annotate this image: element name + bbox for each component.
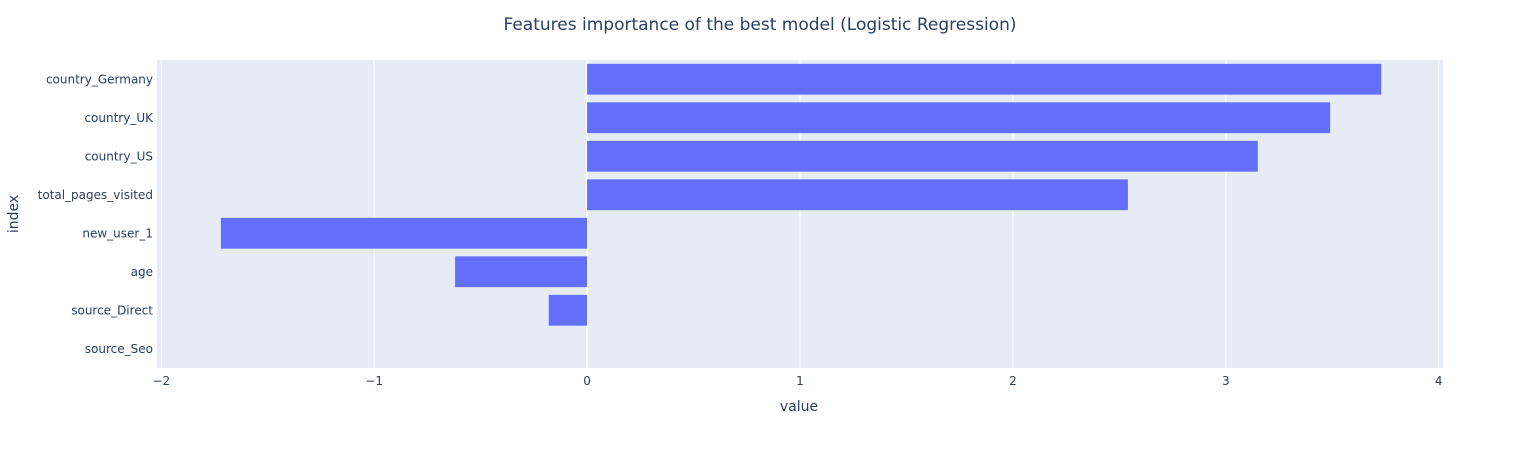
x-ticks: −2 −1 0 1 2 3 4 — [152, 374, 1442, 388]
y-tick-label: age — [131, 265, 153, 279]
x-tick-label: 4 — [1435, 374, 1443, 388]
bar-age — [455, 256, 588, 288]
y-axis-title: index — [6, 195, 22, 233]
x-tick-label: 1 — [796, 374, 804, 388]
y-tick-label: new_user_1 — [82, 226, 153, 240]
y-tick-label: source_Direct — [71, 303, 153, 317]
y-ticks: country_Germany country_UK country_UStotal… — [38, 72, 155, 356]
bar-new_user_1 — [220, 217, 588, 249]
bar-country_US — [587, 140, 1258, 172]
x-tick-label: −1 — [365, 374, 383, 388]
bar-total_pages_visited — [587, 179, 1128, 211]
y-tick-label: country_Germany — [46, 72, 153, 86]
y-tick-label: country_UK — [84, 111, 154, 125]
chart-title: Features importance of the best model (L… — [504, 15, 1017, 35]
bar-country_Germany — [587, 63, 1382, 95]
x-tick-label: −2 — [152, 374, 170, 388]
x-tick-label: 3 — [1222, 374, 1230, 388]
x-axis-title: value — [780, 399, 818, 415]
bar-country_UK — [587, 102, 1331, 134]
x-tick-label: 2 — [1009, 374, 1017, 388]
x-tick-label: 0 — [583, 374, 591, 388]
bars — [220, 63, 1382, 326]
y-tick-label: total_pages_visited — [38, 188, 153, 202]
bar-source_Direct — [548, 294, 588, 326]
y-tick-label: country_US — [85, 149, 153, 163]
y-tick-label: source_Seo — [85, 342, 153, 356]
